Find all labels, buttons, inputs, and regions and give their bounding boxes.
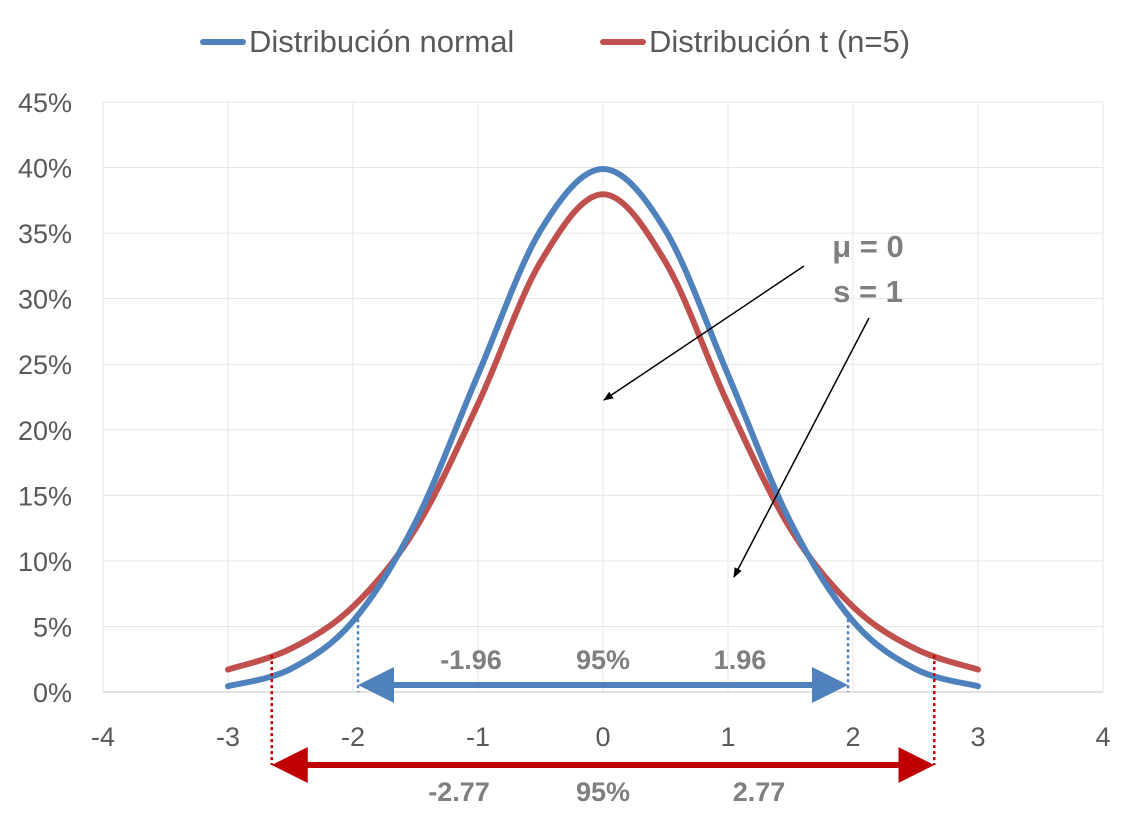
params-mu-label: μ = 0 — [832, 229, 904, 264]
x-tick-label: 0 — [595, 722, 610, 752]
x-tick-label: -3 — [216, 722, 240, 752]
series-layer — [225, 166, 981, 690]
y-tick-label: 25% — [18, 350, 72, 380]
normal-upper-label: 1.96 — [714, 645, 767, 675]
y-tick-label: 15% — [18, 481, 72, 511]
normal-pct-label: 95% — [576, 645, 630, 675]
t-pct-label: 95% — [576, 777, 630, 807]
x-tick-label: -1 — [466, 722, 490, 752]
x-tick-label: 1 — [720, 722, 735, 752]
annotations: -1.96 95% 1.96 -2.77 95% 2.77 μ = 0 s = … — [270, 229, 936, 807]
legend-label-t: Distribución t (n=5) — [649, 24, 910, 59]
x-tick-label: 4 — [1095, 722, 1110, 752]
t-upper-label: 2.77 — [733, 777, 786, 807]
y-tick-label: 5% — [33, 612, 72, 642]
y-tick-label: 20% — [18, 416, 72, 446]
params-s-label: s = 1 — [833, 274, 903, 309]
s-pointer-arrow — [733, 317, 870, 578]
y-tick-label: 45% — [18, 88, 72, 118]
x-tick-label: 2 — [845, 722, 860, 752]
y-tick-label: 10% — [18, 547, 72, 577]
legend-label-normal: Distribución normal — [249, 24, 514, 59]
normal-lower-label: -1.96 — [440, 645, 502, 675]
legend: Distribución normal Distribución t (n=5) — [200, 24, 910, 59]
x-tick-label: 3 — [970, 722, 985, 752]
gridlines — [102, 101, 1104, 692]
normal-series-line — [225, 166, 981, 690]
y-axis-ticks: 0% 5% 10% 15% 20% 25% 30% 35% 40% 45% — [18, 88, 72, 708]
x-axis-ticks: -4 -3 -2 -1 0 1 2 3 4 — [91, 722, 1111, 752]
t-lower-label: -2.77 — [428, 777, 490, 807]
y-tick-label: 40% — [18, 154, 72, 184]
y-tick-label: 35% — [18, 219, 72, 249]
x-tick-label: -4 — [91, 722, 115, 752]
x-tick-label: -2 — [341, 722, 365, 752]
mu-pointer-arrow — [603, 265, 805, 401]
y-tick-label: 0% — [33, 678, 72, 708]
t-series-line — [225, 191, 981, 673]
y-tick-label: 30% — [18, 285, 72, 315]
